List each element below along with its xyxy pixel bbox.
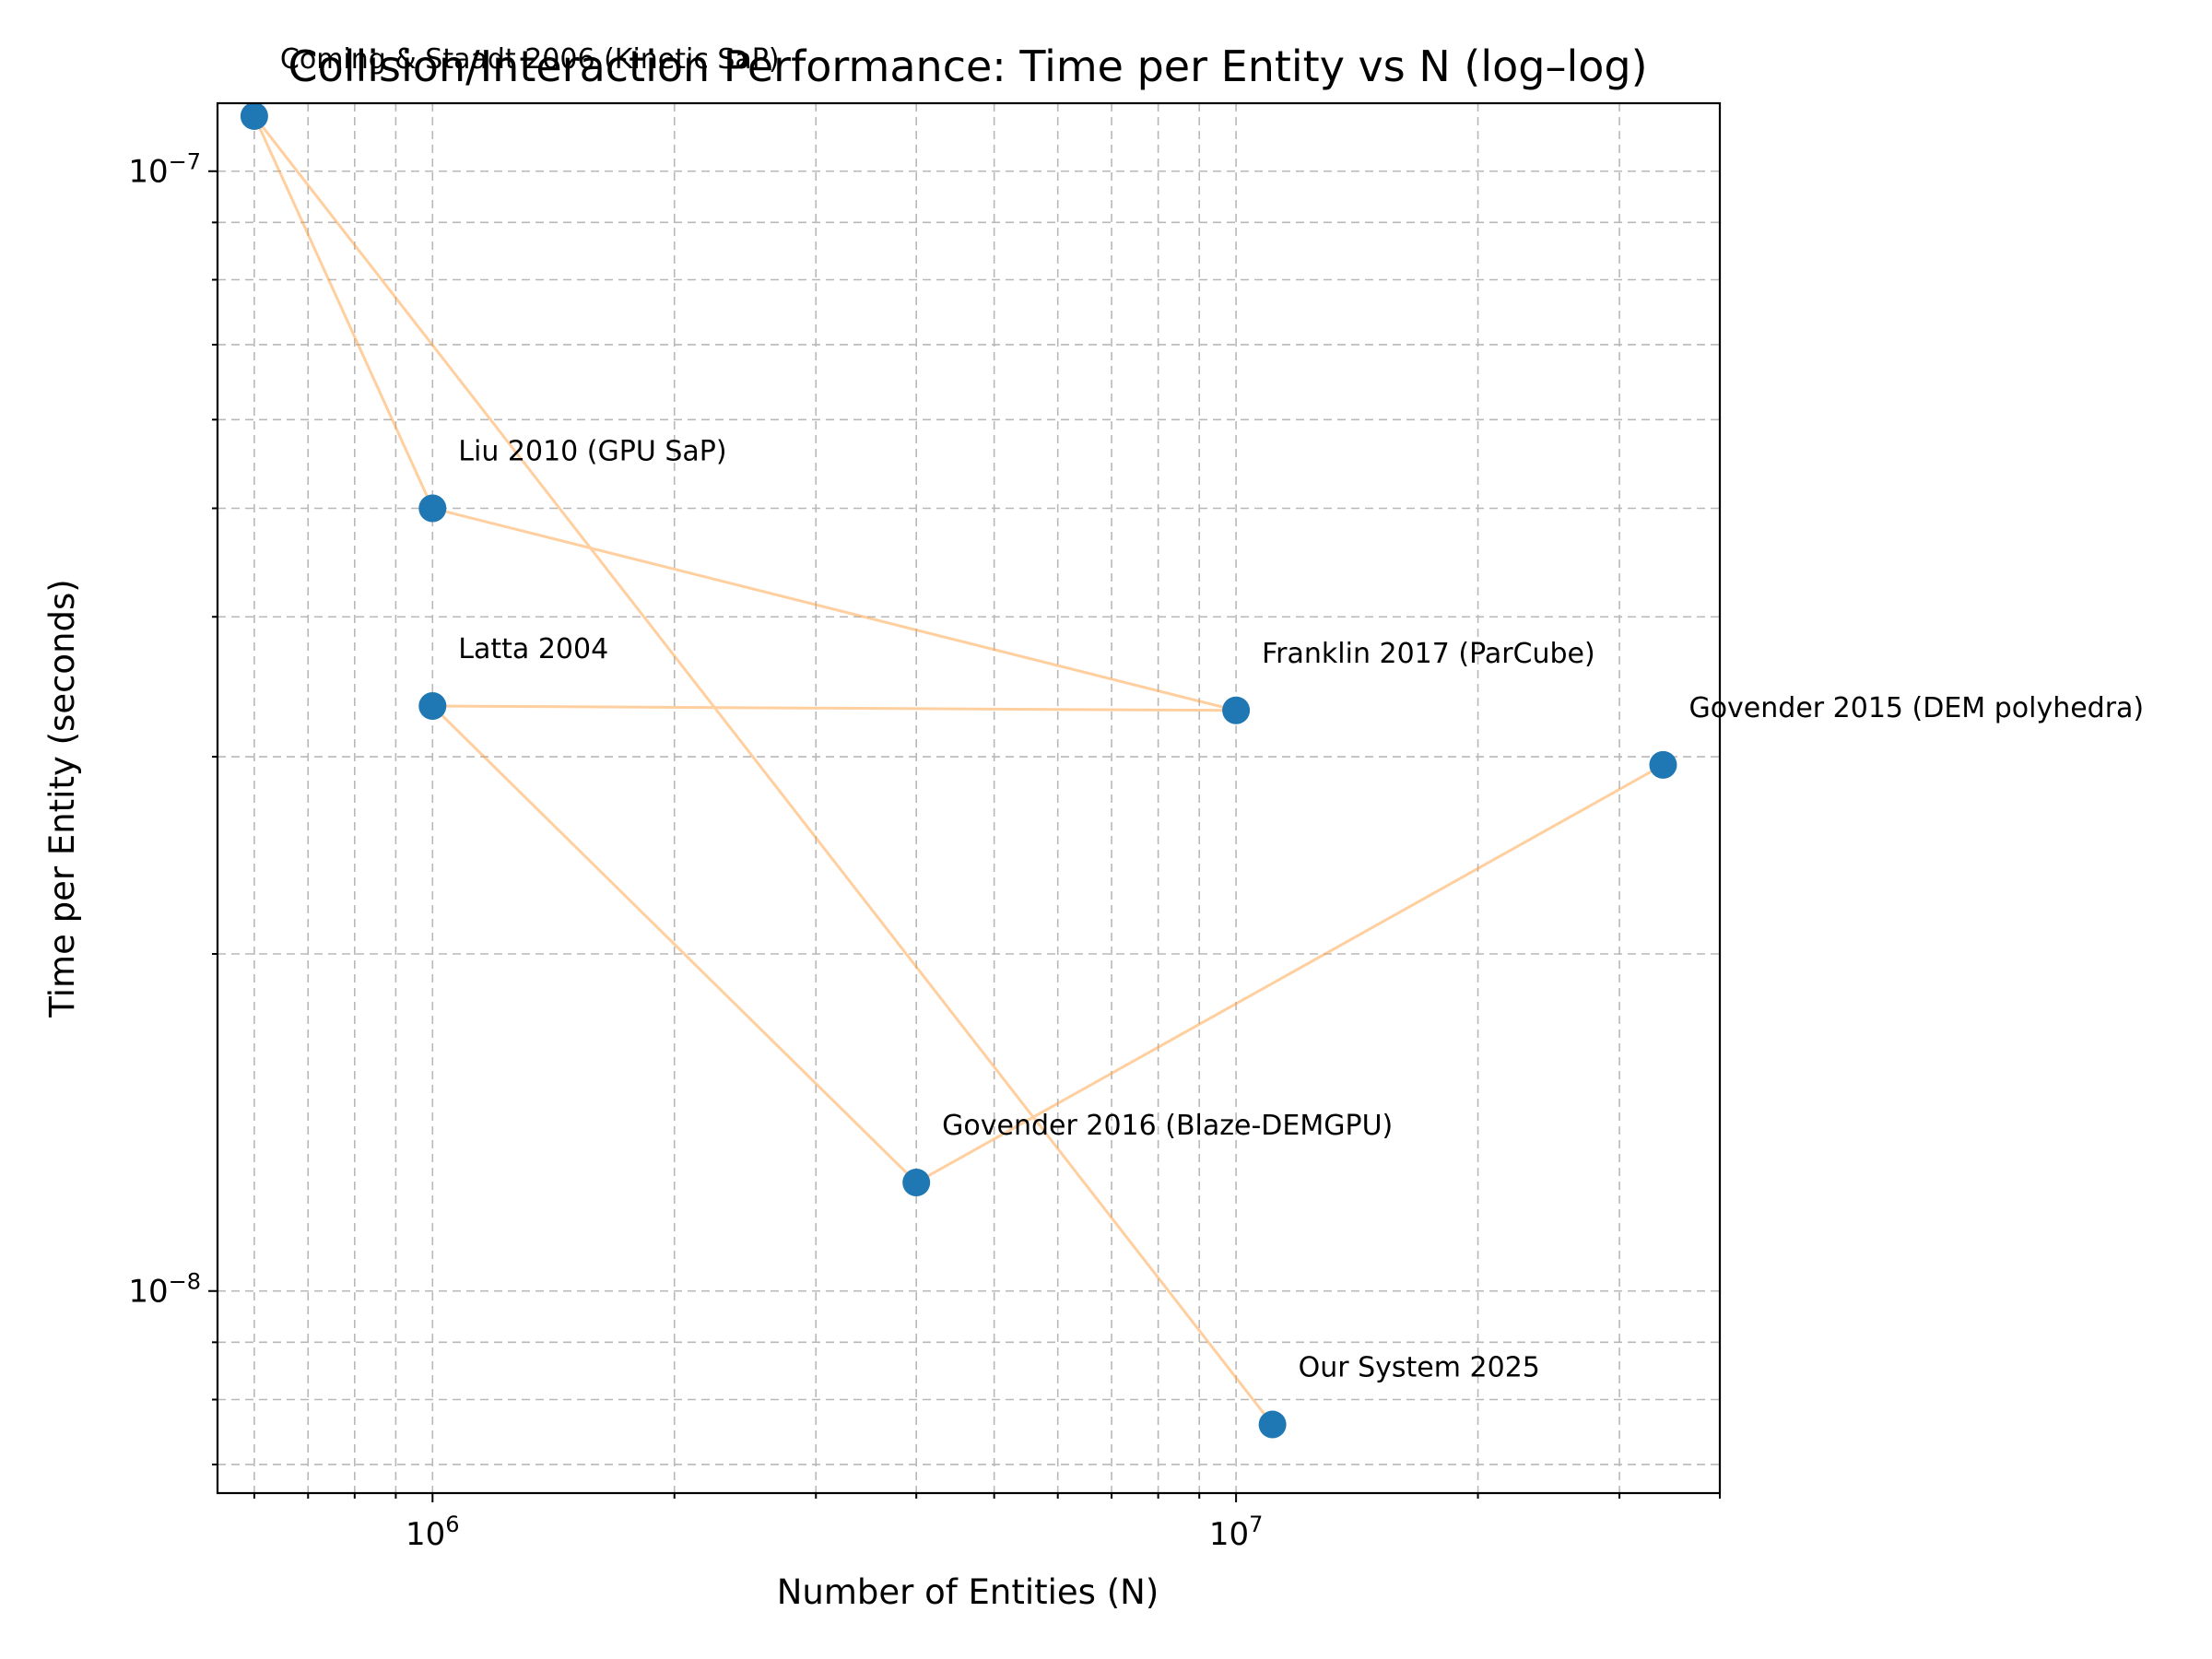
y-axis-label: Time per Entity (seconds) xyxy=(42,579,82,1018)
data-point xyxy=(1222,696,1251,724)
data-points xyxy=(240,101,1677,1439)
data-point xyxy=(902,1169,931,1197)
point-label: Coming & Staadt 2006 (Kinetic SaP) xyxy=(280,43,780,76)
connecting-line xyxy=(253,114,1665,1426)
point-label: Govender 2015 (DEM polyhedra) xyxy=(1688,692,2144,724)
data-point xyxy=(240,101,268,130)
data-point xyxy=(418,691,447,720)
point-label: Our System 2025 xyxy=(1299,1352,1540,1384)
point-labels: Coming & Staadt 2006 (Kinetic SaP) Liu 20… xyxy=(280,43,2144,1384)
axis-ticks: 106 107 10−7 10−8 xyxy=(128,149,1263,1553)
series-line xyxy=(253,114,1665,1426)
point-label: Latta 2004 xyxy=(458,633,608,665)
x-tick-label: 107 xyxy=(1209,1512,1264,1553)
x-axis-label: Number of Entities (N) xyxy=(777,1572,1159,1612)
point-label: Liu 2010 (GPU SaP) xyxy=(458,435,726,467)
plot-area-frame xyxy=(216,101,1722,1495)
data-point xyxy=(1258,1410,1287,1439)
data-point xyxy=(418,494,447,523)
point-label: Franklin 2017 (ParCube) xyxy=(1262,638,1595,670)
data-point xyxy=(1649,750,1677,779)
y-tick-label: 10−7 xyxy=(128,149,201,191)
x-tick-label: 106 xyxy=(406,1512,460,1553)
grid xyxy=(218,103,1721,1493)
y-tick-label: 10−8 xyxy=(128,1269,201,1311)
chart-title: Collision/Interaction Performance: Time … xyxy=(288,41,1647,91)
point-label: Govender 2016 (Blaze-DEMGPU) xyxy=(942,1110,1393,1142)
